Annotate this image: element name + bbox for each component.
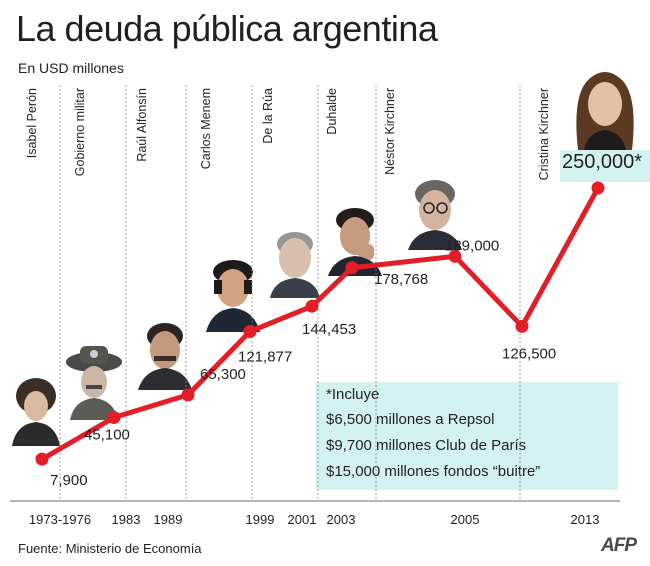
x-tick-label: 1983	[112, 512, 141, 527]
era-label: Duhalde	[325, 88, 339, 135]
era-label: Néstor Kirchner	[383, 88, 397, 175]
footnote-line: *Incluye	[326, 386, 380, 403]
data-point	[107, 410, 121, 424]
value-label: 121,877	[238, 348, 292, 365]
era-label: Raúl Alfonsín	[135, 88, 149, 162]
x-tick-label: 1973-1976	[29, 512, 91, 527]
photo-de-la-rua	[270, 232, 320, 298]
x-tick-label: 2005	[451, 512, 480, 527]
value-label: 250,000*	[562, 151, 642, 173]
value-label: 178,768	[374, 271, 428, 288]
value-label: 65,300	[200, 366, 246, 383]
footnote-box: *Incluye $6,500 millones a Repsol $9,700…	[316, 382, 618, 490]
era-label: Gobierno militar	[73, 88, 87, 176]
photo-gobierno-militar	[66, 346, 122, 420]
era-label: Cristina Kirchner	[537, 88, 551, 180]
photo-nestor-kirchner	[408, 180, 462, 250]
era-label: De la Rúa	[261, 88, 275, 144]
photo-isabel-peron	[8, 374, 64, 446]
data-point	[243, 324, 257, 338]
data-point	[591, 181, 605, 195]
footnote-line: $15,000 millones fondos “buitre”	[326, 463, 541, 480]
chart-title: La deuda pública argentina	[16, 8, 438, 49]
data-point	[345, 261, 359, 275]
x-tick-label: 1999	[246, 512, 275, 527]
data-point	[35, 452, 49, 466]
afp-logo: AFP	[601, 535, 637, 556]
era-label: Isabel Perón	[25, 88, 39, 158]
value-label: 7,900	[50, 472, 88, 489]
x-tick-label: 2003	[327, 512, 356, 527]
era-label: Carlos Menem	[199, 88, 213, 169]
x-tick-label: 1989	[154, 512, 183, 527]
data-point	[515, 319, 529, 333]
data-point	[305, 299, 319, 313]
value-label: 144,453	[302, 321, 356, 338]
source-note: Fuente: Ministerio de Economía	[18, 541, 202, 556]
value-label: 45,100	[84, 426, 130, 443]
photo-duhalde	[328, 208, 382, 276]
value-label: 189,000	[445, 237, 499, 254]
x-tick-label: 2013	[571, 512, 600, 527]
chart-subtitle: En USD millones	[18, 60, 124, 76]
value-label: 126,500	[502, 345, 556, 362]
data-point	[448, 249, 462, 263]
highlight-box	[560, 150, 650, 182]
photo-cristina-kirchner	[576, 72, 634, 150]
photo-raul-alfonsin	[138, 323, 192, 390]
photo-carlos-menem	[206, 260, 260, 332]
footnote-line: $6,500 millones a Repsol	[326, 411, 495, 428]
x-tick-label: 2001	[288, 512, 317, 527]
data-point	[181, 388, 195, 402]
